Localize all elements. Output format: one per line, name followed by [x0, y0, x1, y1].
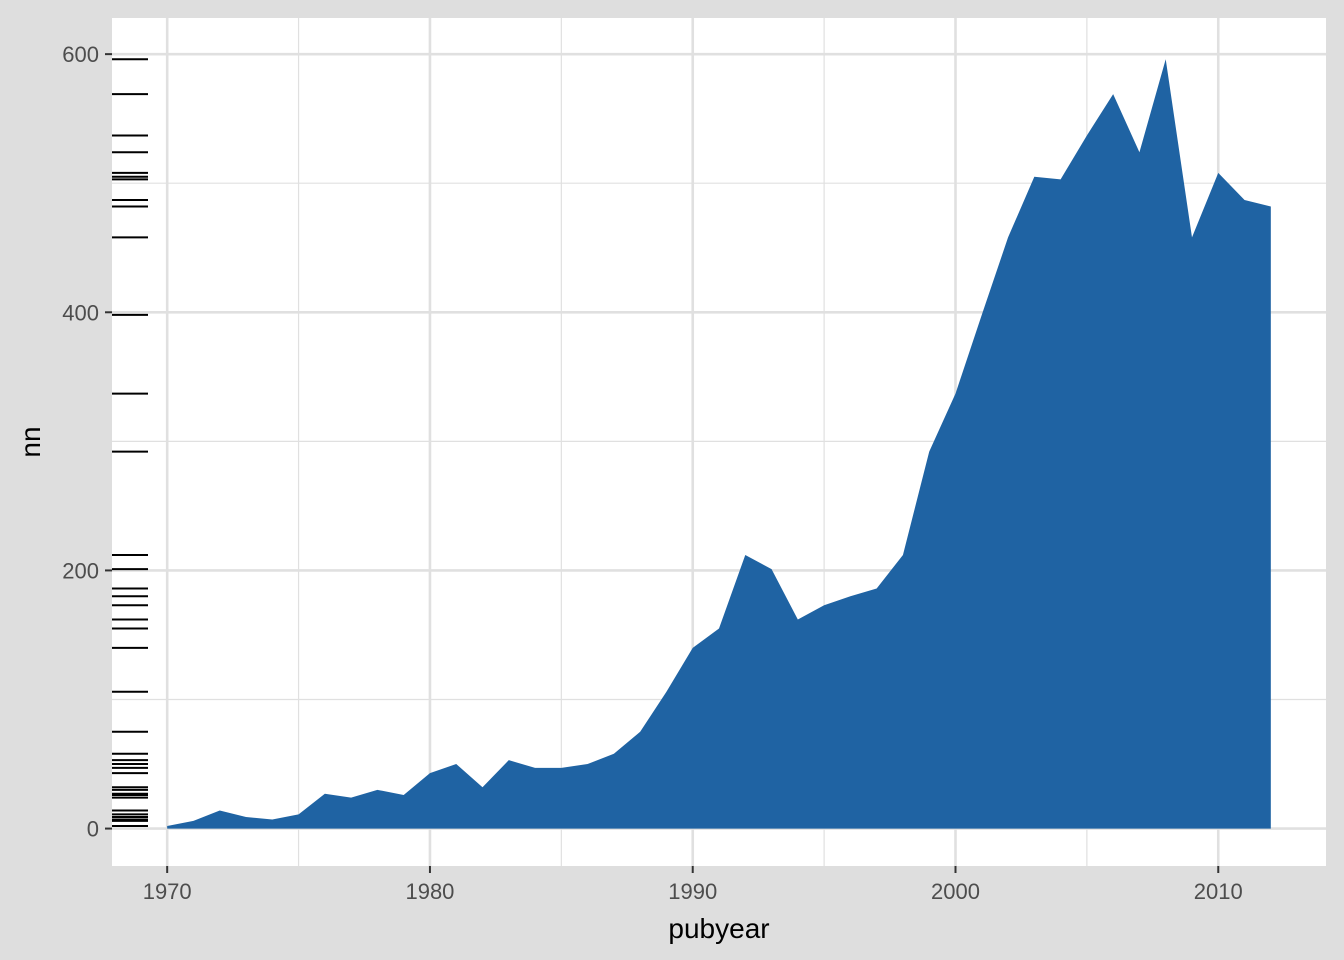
y-axis-title: nn: [15, 426, 46, 457]
x-tick-label: 1990: [668, 879, 717, 904]
x-tick-label: 1970: [143, 879, 192, 904]
x-tick-label: 2000: [931, 879, 980, 904]
y-tick-label: 0: [87, 817, 99, 842]
x-axis-title: pubyear: [668, 913, 769, 944]
y-tick-label: 600: [62, 42, 99, 67]
x-tick-label: 2010: [1194, 879, 1243, 904]
area-series: [167, 59, 1271, 829]
x-axis: 1970 1980 1990 2000 2010: [143, 866, 1243, 904]
y-rug: [112, 58, 148, 827]
y-tick-label: 400: [62, 300, 99, 325]
x-tick-label: 1980: [405, 879, 454, 904]
y-tick-label: 200: [62, 558, 99, 583]
y-axis: 0 200 400 600: [62, 42, 112, 842]
